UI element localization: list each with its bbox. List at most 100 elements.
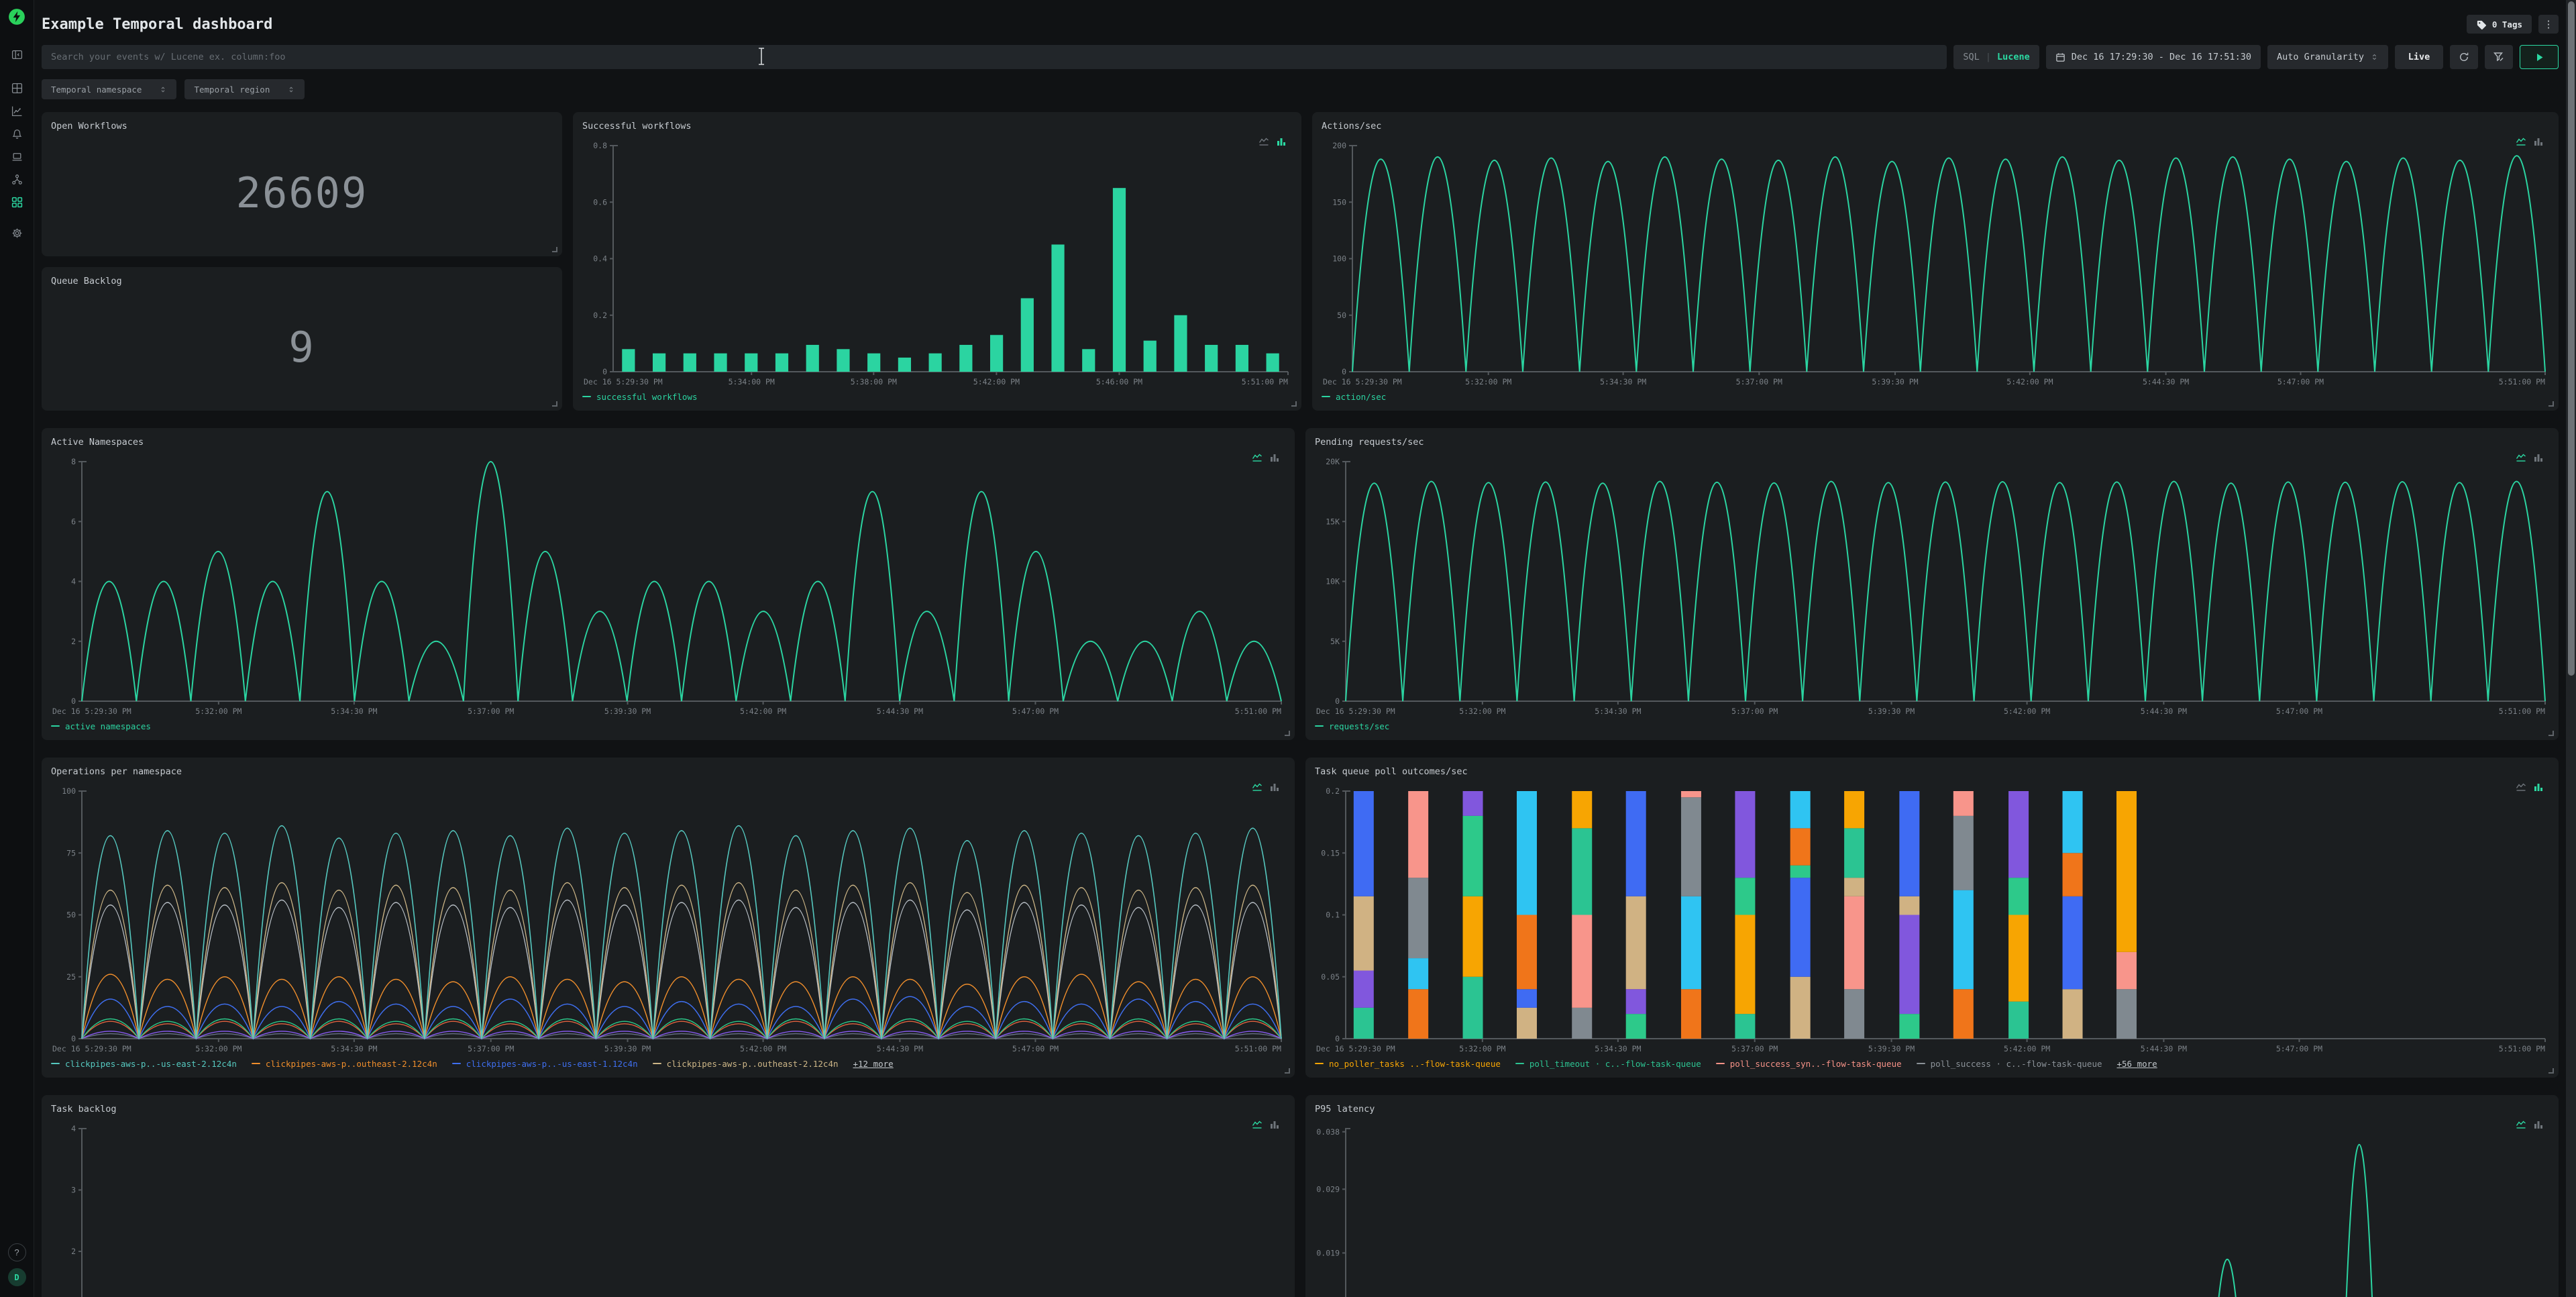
bar-chart-toggle-icon[interactable]: [2533, 136, 2544, 150]
svg-text:0: 0: [71, 696, 76, 706]
tags-button[interactable]: 0 Tags: [2466, 15, 2532, 34]
svg-text:150: 150: [1332, 197, 1346, 207]
panel-resize-handle[interactable]: [1285, 1068, 1290, 1074]
panel-resize-handle[interactable]: [1285, 731, 1290, 736]
legend-item[interactable]: successful workflows: [582, 392, 698, 402]
legend-item[interactable]: active namespaces: [51, 721, 151, 731]
area-chart-toggle-icon[interactable]: [1258, 136, 1269, 150]
legend-item[interactable]: poll_timeout · c..-flow-task-queue: [1515, 1059, 1701, 1069]
panel-resize-handle[interactable]: [552, 246, 557, 252]
chart-area[interactable]: 0 0.2 0.4 0.6 0.8 Dec 16 5:29:30 PM 5:34:00 PM…: [582, 136, 1292, 389]
legend-item[interactable]: poll_success · c..-flow-task-queue: [1916, 1058, 2102, 1069]
svg-text:5:42:00 PM: 5:42:00 PM: [740, 707, 786, 716]
svg-text:5K: 5K: [1330, 637, 1340, 646]
filter-temporal-region[interactable]: Temporal region: [184, 79, 305, 99]
run-query-button[interactable]: [2520, 45, 2559, 69]
area-chart-toggle-icon[interactable]: [2516, 1119, 2526, 1133]
svg-text:3: 3: [71, 1186, 76, 1195]
panel-resize-handle[interactable]: [2548, 1068, 2554, 1074]
svg-text:50: 50: [1337, 311, 1346, 320]
area-chart-toggle-icon[interactable]: [2516, 452, 2526, 466]
svg-text:Dec 16 5:29:30 PM: Dec 16 5:29:30 PM: [584, 377, 663, 386]
svg-text:2: 2: [71, 1247, 76, 1256]
legend-item[interactable]: poll_success_syn..-flow-task-queue: [1715, 1059, 1902, 1069]
sidebar-item-dashboards[interactable]: [6, 192, 28, 212]
panel-resize-handle[interactable]: [2548, 401, 2554, 407]
svg-text:5:44:30 PM: 5:44:30 PM: [2141, 707, 2187, 716]
filter-temporal-namespace[interactable]: Temporal namespace: [42, 79, 177, 99]
refresh-button[interactable]: [2450, 45, 2478, 69]
legend-more-link[interactable]: +12 more: [853, 1058, 894, 1069]
granularity-select[interactable]: Auto Granularity: [2267, 45, 2388, 69]
chart-area[interactable]: 0 50 100 150 200 Dec 16 5:29:30 PM 5:32:00 PM 5…: [1322, 136, 2549, 389]
svg-text:5:37:00 PM: 5:37:00 PM: [1731, 1044, 1778, 1053]
app-logo-icon[interactable]: [8, 8, 25, 25]
bar-chart-toggle-icon[interactable]: [1269, 1119, 1280, 1133]
live-button[interactable]: Live: [2395, 45, 2443, 69]
area-chart-toggle-icon[interactable]: [2516, 782, 2526, 795]
bar-chart-toggle-icon[interactable]: [1276, 136, 1287, 150]
sidebar-item-hosts[interactable]: [6, 146, 28, 166]
bar-chart-toggle-icon[interactable]: [2533, 782, 2544, 795]
legend-item[interactable]: clickpipes-aws-p..-us-east-1.12c4n: [451, 1059, 638, 1069]
chart-area[interactable]: 01234: [51, 1119, 1285, 1297]
bar-chart-toggle-icon[interactable]: [2533, 1119, 2544, 1133]
svg-text:5:51:00 PM: 5:51:00 PM: [2499, 707, 2545, 716]
search-input[interactable]: Search your events w/ Lucene ex. column:…: [42, 45, 1947, 69]
legend-item[interactable]: action/sec: [1322, 392, 1386, 402]
legend-item[interactable]: clickpipes-aws-p..-us-east-2.12c4n: [51, 1059, 237, 1069]
kebab-menu-icon: ⋮: [2543, 18, 2554, 30]
area-chart-toggle-icon[interactable]: [2516, 136, 2526, 150]
panel-resize-handle[interactable]: [2548, 731, 2554, 736]
sidebar-item-metrics[interactable]: [6, 101, 28, 121]
sidebar-item-alerts[interactable]: [6, 123, 28, 144]
bar-chart-toggle-icon[interactable]: [2533, 452, 2544, 466]
help-button[interactable]: ?: [7, 1243, 26, 1261]
sidebar-item-tables[interactable]: [6, 78, 28, 98]
chart-area[interactable]: 0 5K 10K 15K 20K Dec 16 5:29:30 PM 5:32:00 PM 5…: [1315, 452, 2549, 719]
legend-item[interactable]: clickpipes-aws-p..outheast-2.12c4n: [251, 1058, 437, 1069]
filter-button[interactable]: [2485, 45, 2513, 69]
svg-text:5:46:00 PM: 5:46:00 PM: [1096, 377, 1142, 386]
sidebar: ? D: [0, 0, 34, 1297]
panel-resize-handle[interactable]: [1291, 401, 1297, 407]
chart-area[interactable]: 0 2 4 6 8 Dec 16 5:29:30 PM 5:32:00 PM 5:34:30 …: [51, 452, 1285, 719]
tag-icon: [2477, 20, 2486, 30]
lucene-mode-label[interactable]: Lucene: [1996, 52, 2030, 62]
play-icon: [2536, 53, 2542, 61]
legend-more-link[interactable]: +56 more: [2116, 1058, 2157, 1069]
sql-mode-label[interactable]: SQL: [1963, 52, 1980, 62]
svg-text:0.029: 0.029: [1316, 1184, 1340, 1194]
sidebar-item-settings[interactable]: [6, 223, 28, 243]
chart-area[interactable]: 0 25 50 75 100 Dec 16 5:29:30 PM 5:32:00 PM 5:3…: [51, 782, 1285, 1056]
sidebar-item-panel-toggle[interactable]: [6, 44, 28, 64]
legend-label: successful workflows: [596, 391, 698, 402]
panel-title: Task queue poll outcomes/sec: [1315, 766, 1468, 777]
panel-resize-handle[interactable]: [552, 401, 557, 407]
sidebar-item-topology[interactable]: [6, 169, 28, 189]
chart-area[interactable]: 0.019 0.029 0.038: [1315, 1119, 2549, 1297]
svg-text:0.019: 0.019: [1316, 1248, 1340, 1257]
legend-item[interactable]: no_poller_tasks ..-flow-task-queue: [1315, 1059, 1501, 1069]
query-mode-toggle[interactable]: SQL | Lucene: [1953, 45, 2039, 69]
bar-chart-toggle-icon[interactable]: [1269, 782, 1280, 795]
time-range-button[interactable]: Dec 16 17:29:30 - Dec 16 17:51:30: [2045, 45, 2261, 69]
svg-text:5:42:00 PM: 5:42:00 PM: [973, 377, 1020, 386]
chart-area[interactable]: 0 0.05 0.1 0.15 0.2 Dec 16 5:29:30 PM 5:32:00 …: [1315, 782, 2549, 1056]
scrollbar-thumb[interactable]: [2567, 1, 2575, 676]
user-avatar[interactable]: D: [7, 1268, 26, 1286]
svg-text:5:51:00 PM: 5:51:00 PM: [2499, 1044, 2545, 1053]
panel-task-backlog: Task backlog 01234: [42, 1095, 1295, 1297]
area-chart-toggle-icon[interactable]: [1252, 452, 1263, 466]
svg-text:5:32:00 PM: 5:32:00 PM: [195, 1044, 241, 1053]
legend-label: clickpipes-aws-p..outheast-2.12c4n: [265, 1058, 437, 1069]
area-chart-toggle-icon[interactable]: [1252, 1119, 1263, 1133]
svg-text:5:34:30 PM: 5:34:30 PM: [1595, 707, 1641, 716]
bar-chart-toggle-icon[interactable]: [1269, 452, 1280, 466]
legend-item[interactable]: clickpipes-aws-p..outheast-2.12c4n: [652, 1059, 839, 1069]
legend-label: poll_success · c..-flow-task-queue: [1930, 1058, 2102, 1069]
kebab-menu-button[interactable]: ⋮: [2538, 15, 2559, 34]
area-chart-toggle-icon[interactable]: [1252, 782, 1263, 795]
legend-item[interactable]: requests/sec: [1315, 721, 1389, 731]
legend-label: action/sec: [1336, 391, 1387, 402]
